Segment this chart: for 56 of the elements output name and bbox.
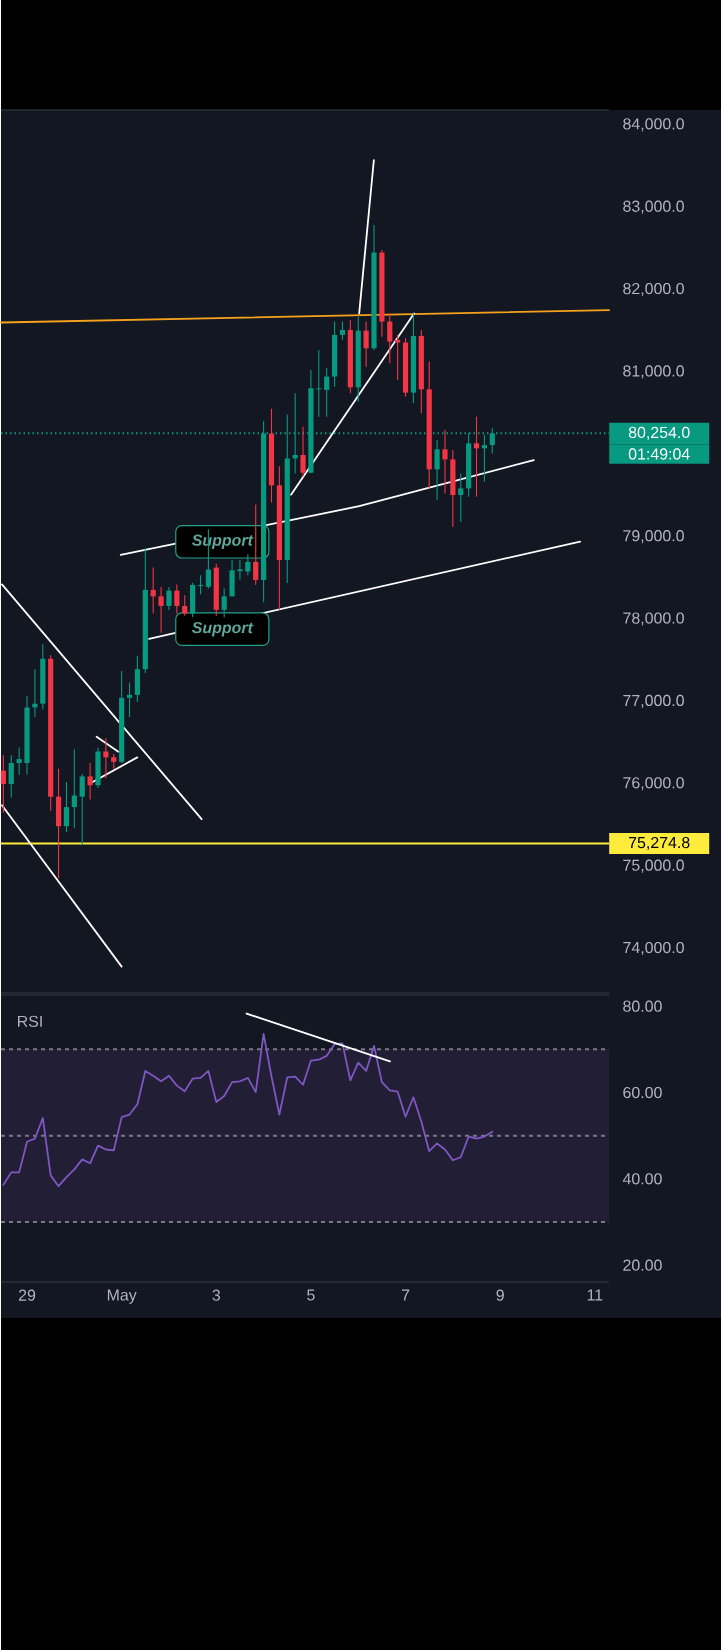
candlestick (87, 762, 93, 800)
candlestick (434, 439, 440, 501)
candlestick (166, 586, 172, 611)
x-tick-label: 5 (307, 1289, 315, 1301)
line-series (2, 1032, 494, 1188)
x-tick-label: 7 (401, 1289, 410, 1301)
candlestick (221, 588, 227, 618)
y-tick-label: 76,000.0 (623, 777, 684, 791)
y-tick-label: 84,000.0 (623, 118, 684, 132)
candlestick (63, 781, 70, 833)
y-tick-label: 77,000.0 (623, 694, 684, 708)
y-tick-label: 81,000.0 (623, 365, 684, 379)
x-tick-label: 3 (212, 1289, 221, 1301)
candlestick (103, 737, 109, 779)
candlestick (324, 367, 330, 418)
candlestick (182, 594, 188, 617)
candlestick (442, 429, 448, 494)
candlestick (300, 426, 306, 478)
text: RSI (18, 1015, 42, 1028)
candlestick (253, 503, 259, 586)
candlestick (458, 472, 464, 523)
candlestick (245, 553, 251, 576)
candlestick (79, 773, 85, 846)
candlestick (395, 334, 401, 381)
x-tick-label: 11 (587, 1289, 603, 1301)
candlestick (339, 321, 346, 341)
x-tick-label: 9 (496, 1289, 504, 1301)
candlestick (363, 321, 369, 368)
annotation: Support (191, 621, 254, 637)
candlestick (237, 559, 243, 581)
y-tick-label: 60.00 (623, 1086, 662, 1099)
candlestick (316, 349, 322, 418)
x-tick-label: 29 (18, 1289, 36, 1301)
candlestick (174, 583, 180, 615)
y-tick-label: 75,000.0 (623, 859, 684, 873)
ref-line-label: 75,274.8 (628, 836, 690, 851)
y-tick-label: 80.00 (623, 1000, 662, 1012)
candlestick (473, 416, 480, 498)
candlestick (71, 749, 77, 829)
y-tick-label: 74,000.0 (623, 941, 684, 956)
candlestick (16, 746, 22, 776)
candlestick (8, 754, 14, 798)
candlestick (32, 668, 38, 718)
candlestick (126, 681, 133, 718)
y-tick-label: 40.00 (622, 1173, 662, 1185)
candlestick (387, 312, 393, 364)
y-tick-label: 20.00 (623, 1259, 662, 1271)
y-tick-label: 82,000.0 (623, 282, 684, 297)
y-tick-label: 83,000.0 (623, 200, 684, 214)
candlestick (158, 586, 164, 634)
x-tick-label: May (107, 1289, 137, 1304)
text: 01:49:04 (628, 448, 690, 460)
candlestick (0, 754, 6, 814)
y-tick-label: 78,000.0 (623, 612, 684, 626)
ref-line-label: 80,254.0 (628, 426, 690, 440)
y-tick-label: 79,000.0 (623, 530, 684, 544)
